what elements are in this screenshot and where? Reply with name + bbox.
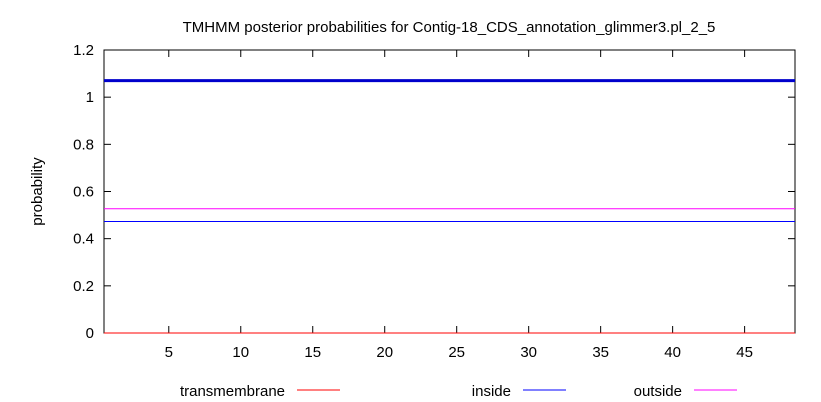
legend-label-transmembrane: transmembrane <box>180 383 285 400</box>
plot-frame <box>103 49 796 334</box>
x-tick-label: 35 <box>592 344 609 361</box>
x-tick-label: 40 <box>664 344 681 361</box>
y-tick-label: 1 <box>86 89 94 106</box>
x-tick-label: 15 <box>304 344 321 361</box>
x-tick-label: 30 <box>520 344 537 361</box>
y-tick-label: 0 <box>86 325 94 342</box>
y-tick-label: 0.8 <box>73 136 94 153</box>
legend-label-inside: inside <box>472 383 511 400</box>
y-tick-label: 1.2 <box>73 42 94 59</box>
x-tick-label: 5 <box>165 344 173 361</box>
legend-label-outside: outside <box>634 383 682 400</box>
y-tick-label: 0.6 <box>73 184 94 201</box>
y-tick-label: 0.2 <box>73 278 94 295</box>
x-tick-label: 45 <box>736 344 753 361</box>
y-axis-label: probability <box>29 157 46 226</box>
x-tick-label: 20 <box>376 344 393 361</box>
plot-area: 0 0.2 0.4 0.6 0.8 1 1.2 5 10 15 20 25 30 35 40 45 <box>73 42 796 361</box>
y-tick-label: 0.4 <box>73 231 94 248</box>
x-tick-label: 10 <box>232 344 249 361</box>
x-tick-label: 25 <box>448 344 465 361</box>
legend: transmembrane inside outside <box>180 383 737 400</box>
chart-title: TMHMM posterior probabilities for Contig… <box>183 19 716 36</box>
